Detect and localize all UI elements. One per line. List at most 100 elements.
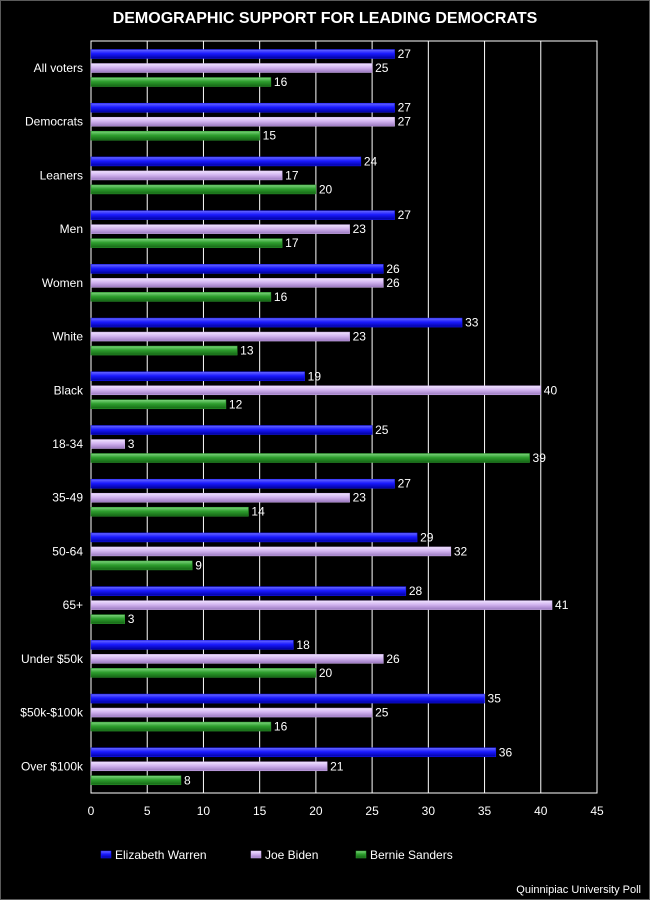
bar [90, 586, 407, 596]
data-label: 33 [465, 316, 479, 330]
bar [90, 264, 384, 274]
data-label: 39 [533, 451, 547, 465]
bar [90, 292, 272, 302]
x-tick-label: 45 [590, 804, 604, 818]
category-label: Under $50k [21, 652, 84, 666]
data-label: 21 [330, 759, 344, 773]
category-label: All voters [34, 61, 83, 75]
data-label: 12 [229, 397, 243, 411]
data-label: 24 [364, 154, 378, 168]
data-label: 27 [398, 101, 412, 115]
x-tick-label: 20 [309, 804, 323, 818]
data-label: 29 [420, 530, 434, 544]
data-label: 3 [128, 612, 135, 626]
bar [90, 747, 497, 758]
bar [90, 654, 384, 664]
plot-area-border [90, 40, 598, 794]
data-label: 27 [398, 477, 412, 491]
data-label: 16 [274, 75, 288, 89]
x-tick-label: 0 [88, 804, 95, 818]
category-label: Women [42, 276, 83, 290]
data-label: 20 [319, 666, 333, 680]
bar [90, 371, 305, 382]
bar [90, 331, 350, 342]
x-tick-label: 15 [253, 804, 267, 818]
data-label: 28 [409, 584, 423, 598]
bar [90, 317, 463, 328]
category-label: $50k-$100k [20, 706, 84, 720]
data-label: 32 [454, 544, 468, 558]
category-label: White [52, 330, 83, 344]
bar [90, 156, 362, 167]
data-label: 26 [386, 276, 400, 290]
data-label: 15 [263, 129, 277, 143]
data-label: 9 [195, 558, 202, 572]
category-label: Leaners [40, 168, 83, 182]
data-label: 16 [274, 720, 288, 734]
data-label: 23 [353, 491, 367, 505]
bar [90, 210, 395, 220]
data-label: 16 [274, 290, 288, 304]
data-label: 8 [184, 773, 191, 787]
category-labels: All voters Democrats Leaners Men Women White B… [20, 61, 84, 773]
bar [90, 116, 395, 127]
bar [90, 532, 418, 543]
data-label: 20 [319, 182, 333, 196]
data-label: 18 [296, 638, 310, 652]
bar [90, 614, 125, 624]
bar [90, 693, 485, 704]
data-label: 23 [353, 222, 367, 236]
x-tick-label: 5 [144, 804, 151, 818]
bar [90, 49, 395, 59]
bar [90, 546, 452, 557]
bar [90, 184, 317, 195]
data-label: 27 [398, 208, 412, 222]
data-label: 19 [308, 369, 322, 383]
data-label: 27 [398, 115, 412, 129]
x-tick-label: 35 [478, 804, 492, 818]
bar [90, 439, 125, 449]
bar [90, 478, 395, 489]
legend-label: Joe Biden [265, 848, 318, 862]
gridlines [90, 40, 598, 794]
data-label: 26 [386, 262, 400, 276]
bar [90, 77, 272, 87]
data-label: 17 [285, 236, 299, 250]
category-label: Black [54, 383, 84, 397]
bar [90, 492, 350, 503]
bars: 2725162727152417202723172626163323131940… [90, 47, 569, 787]
legend-item: Joe Biden [250, 848, 318, 862]
legend-label: Bernie Sanders [370, 848, 453, 862]
category-label: 50-64 [52, 544, 83, 558]
bar [90, 278, 384, 288]
x-tick-label: 10 [197, 804, 211, 818]
legend-item: Elizabeth Warren [100, 848, 207, 862]
bar [90, 102, 395, 113]
bar [90, 345, 238, 356]
x-tick-label: 40 [534, 804, 548, 818]
data-label: 3 [128, 437, 135, 451]
legend-swatch [355, 850, 367, 859]
legend-item: Bernie Sanders [355, 848, 453, 862]
bar [90, 761, 328, 772]
data-label: 35 [488, 692, 502, 706]
chart-title: DEMOGRAPHIC SUPPORT FOR LEADING DEMOCRAT… [113, 10, 538, 27]
data-label: 25 [375, 706, 389, 720]
bar [90, 130, 260, 141]
legend-swatch [100, 850, 112, 859]
data-label: 40 [544, 383, 558, 397]
legend: Elizabeth Warren Joe Biden Bernie Sanders [100, 848, 453, 862]
data-label: 41 [555, 598, 569, 612]
data-label: 14 [251, 505, 265, 519]
x-tick-label: 30 [422, 804, 436, 818]
data-label: 13 [240, 344, 254, 358]
category-label: 65+ [63, 598, 83, 612]
source-note: Quinnipiac University Poll [516, 884, 641, 896]
data-label: 25 [375, 61, 389, 75]
data-label: 26 [386, 652, 400, 666]
bar [90, 600, 553, 610]
bar [90, 453, 530, 463]
x-tick-label: 25 [365, 804, 379, 818]
bar [90, 775, 182, 786]
bar [90, 506, 249, 517]
